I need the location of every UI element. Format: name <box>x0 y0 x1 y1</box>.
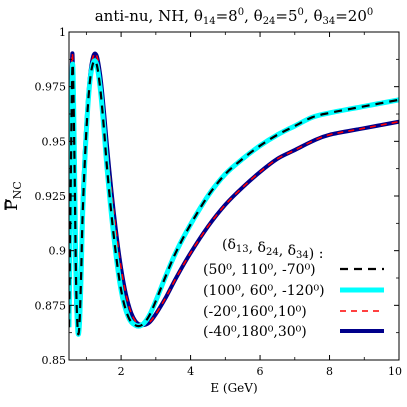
x-tick-label: 10 <box>388 365 402 378</box>
y-axis-label: PNC <box>2 181 24 211</box>
y-tick-label: 0.875 <box>35 299 67 312</box>
y-tick-label: 0.9 <box>49 245 67 258</box>
y-tick-label: 0.85 <box>42 354 67 367</box>
series-line-1 <box>69 59 399 336</box>
series-layer <box>69 51 399 337</box>
x-tick-label: 4 <box>187 365 194 378</box>
ticks-layer: 2 4 6 8 10 0.85 0.875 0.9 0.925 0.95 0.975 1 <box>5 26 402 378</box>
x-tick-label: 2 <box>118 365 125 378</box>
legend-header: (δ13, δ24, δ34) : <box>222 237 323 262</box>
x-tick-label: 8 <box>326 365 333 378</box>
y-tick-label: 1 <box>59 26 66 39</box>
y-tick-label: 0.95 <box>42 135 67 148</box>
chart-title: anti-nu, NH, θ14=80, θ24=50, θ34=200 <box>95 7 374 27</box>
y-tick-label: 0.925 <box>35 190 67 203</box>
x-axis-label: E (GeV) <box>210 381 257 395</box>
legend-label-2: (100⁰, 60⁰, -120⁰) <box>203 283 325 299</box>
legend-label-3: (-20⁰,160⁰,10⁰) <box>203 304 307 320</box>
y-tick-label: 0.975 <box>35 81 67 94</box>
legend-label-1: (50⁰, 110⁰, -70⁰) <box>203 262 316 278</box>
legend-label-4: (-40⁰,180⁰,30⁰) <box>203 324 307 340</box>
x-tick-label: 6 <box>257 365 264 378</box>
legend: (δ13, δ24, δ34) : (50⁰, 110⁰, -70⁰) (100⁰… <box>203 237 384 340</box>
